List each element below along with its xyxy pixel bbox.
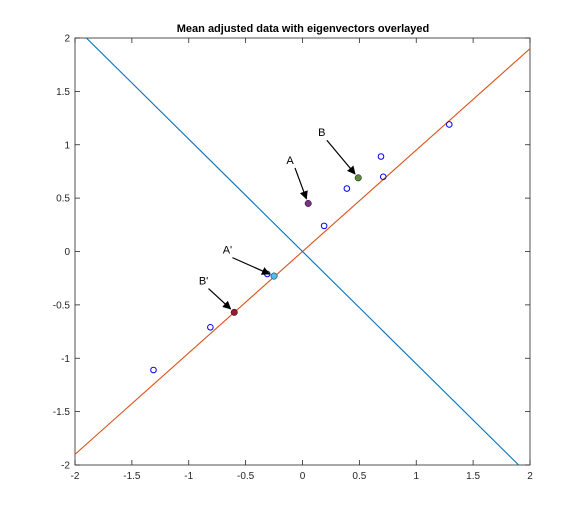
highlighted-point — [230, 308, 238, 316]
x-tick-label: -1 — [184, 471, 193, 482]
y-tick-label: -0.5 — [53, 300, 71, 311]
data-point — [150, 366, 157, 374]
data-point — [207, 323, 214, 331]
x-tick-label: -1.5 — [123, 471, 141, 482]
x-tick-label: 1 — [413, 471, 419, 482]
highlighted-point — [354, 174, 362, 182]
y-tick-label: -2 — [61, 461, 70, 472]
highlighted-point — [270, 272, 278, 280]
y-tick-label: 1 — [64, 140, 70, 151]
data-points — [150, 121, 453, 374]
chart-title: Mean adjusted data with eigenvectors ove… — [177, 23, 429, 35]
annotation-label: A' — [223, 245, 232, 257]
annotation-label: B — [318, 127, 325, 139]
data-point — [379, 173, 387, 181]
y-tick-label: 1.5 — [56, 87, 70, 98]
data-point — [377, 153, 385, 160]
eigenvector-lines — [75, 38, 530, 465]
annotation-arrow — [232, 257, 271, 275]
x-tick-label: -0.5 — [237, 471, 255, 482]
annotation-arrow — [208, 288, 232, 310]
y-tick-label: 2 — [64, 34, 70, 45]
y-tick-label: 0 — [64, 247, 70, 258]
x-tick-label: -2 — [71, 471, 80, 482]
highlighted-points — [230, 174, 362, 316]
y-axis: -2 -1.5 -1 -0.5 0 0.5 1 1.5 2 — [53, 34, 530, 472]
x-tick-label: 0 — [300, 471, 306, 482]
x-tick-label: 2 — [527, 471, 533, 482]
y-tick-label: -1.5 — [53, 407, 71, 418]
annotation-arrow — [294, 167, 308, 200]
data-point — [343, 185, 351, 192]
annotation-label: B' — [199, 276, 208, 288]
x-axis: -2 -1.5 -1 -0.5 0 0.5 1 1.5 2 — [71, 38, 533, 482]
annotation-label: A — [286, 155, 294, 167]
data-point — [445, 121, 453, 128]
data-point — [320, 222, 328, 230]
eigenvector-line — [85, 38, 520, 465]
annotation-arrow — [326, 139, 356, 175]
highlighted-point — [304, 200, 312, 207]
y-tick-label: -1 — [61, 354, 70, 365]
x-tick-label: 1.5 — [466, 471, 480, 482]
annotations: A B A' B' — [199, 127, 356, 310]
x-tick-label: 0.5 — [352, 471, 366, 482]
y-tick-label: 0.5 — [56, 194, 70, 205]
